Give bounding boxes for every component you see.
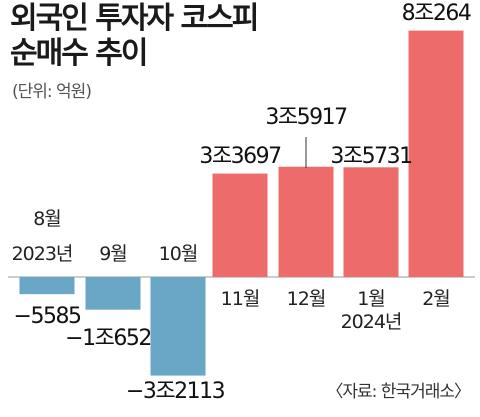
category-label-6: 1월 bbox=[357, 288, 385, 310]
category-label-4: 11월 bbox=[221, 288, 260, 310]
category-label-3: 10월 bbox=[159, 243, 198, 265]
bar-7 bbox=[408, 30, 464, 277]
category-label-2: 9월 bbox=[99, 243, 127, 265]
chart-title: 외국인 투자자 코스피 순매수 추이 bbox=[10, 1, 259, 71]
bar-4 bbox=[212, 173, 268, 277]
value-label-6: 3조5731 bbox=[330, 144, 411, 169]
value-label-3: −3조2113 bbox=[126, 379, 225, 404]
year-label-2023: 2023년 bbox=[12, 243, 73, 265]
value-label-5: 3조5917 bbox=[265, 105, 347, 130]
category-label-1: 8월 bbox=[33, 208, 61, 230]
bar-1 bbox=[19, 277, 75, 295]
category-label-7: 2월 bbox=[422, 288, 450, 310]
bar-6 bbox=[343, 167, 399, 277]
chart-title-line-2: 순매수 추이 bbox=[10, 36, 146, 71]
bar-3 bbox=[150, 277, 206, 376]
unit-label: (단위: 억원) bbox=[12, 82, 91, 102]
value-labels-group: −5585−1조652 −3조2113 3조3697 3조5917 3조5731 8조26… bbox=[14, 1, 473, 404]
value-label-4: 3조3697 bbox=[199, 144, 281, 169]
bars-group bbox=[19, 30, 464, 376]
value-label-2: −1조652 bbox=[65, 326, 151, 351]
value-label-1: −5585 bbox=[14, 304, 81, 329]
chart-title-line-1: 외국인 투자자 코스피 bbox=[10, 1, 257, 36]
bar-2 bbox=[85, 277, 141, 310]
source-label: 〈자료: 한국거래소〉 bbox=[326, 382, 470, 402]
bar-5 bbox=[278, 166, 334, 277]
category-labels-group: 8월 9월 10월 11월 12월 1월 2월 bbox=[33, 208, 451, 310]
year-label-2024: 2024년 bbox=[341, 311, 402, 333]
value-label-7: 8조264 bbox=[402, 1, 471, 26]
category-label-5: 12월 bbox=[287, 288, 326, 310]
